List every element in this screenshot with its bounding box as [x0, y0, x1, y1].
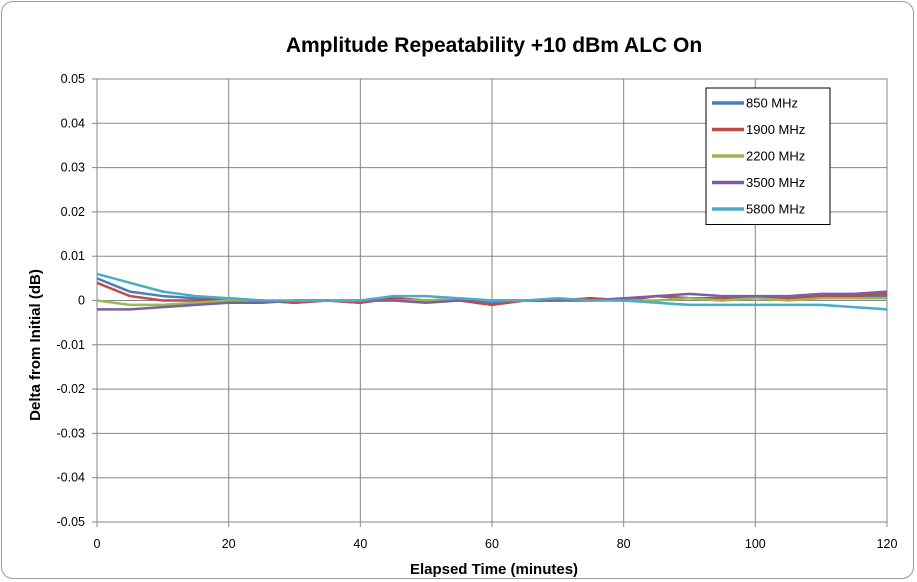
- y-tick-label: -0.04: [57, 471, 86, 485]
- x-tick-label: 60: [485, 537, 499, 551]
- y-tick-label: 0: [78, 294, 85, 308]
- y-tick-label: 0.05: [61, 72, 85, 86]
- series-line-4: [96, 272, 888, 311]
- y-tick-label: -0.03: [57, 426, 86, 440]
- y-tick-label: -0.02: [57, 382, 86, 396]
- y-tick-label: 0.02: [61, 205, 85, 219]
- y-tick-label: -0.05: [57, 515, 86, 529]
- legend-label: 1900 MHz: [746, 122, 805, 137]
- legend: 850 MHz 1900 MHz 2200 MHz 3500 MHz 5800 MHz: [705, 87, 831, 225]
- x-tick-label: 20: [222, 537, 236, 551]
- x-tick-label: 0: [94, 537, 101, 551]
- x-axis-title: Elapsed Time (minutes): [410, 561, 578, 578]
- y-tick-label: 0.03: [61, 161, 85, 175]
- x-tick-label: 40: [353, 537, 367, 551]
- y-tick-label: 0.01: [61, 249, 85, 263]
- legend-label: 2200 MHz: [746, 149, 805, 164]
- legend-label: 3500 MHz: [746, 175, 805, 190]
- y-axis-title: Delta from Initial (dB): [27, 269, 44, 421]
- legend-label: 5800 MHz: [746, 202, 805, 217]
- x-tick-label: 120: [877, 537, 898, 551]
- chart-title: Amplitude Repeatability +10 dBm ALC On: [286, 34, 702, 57]
- y-tick-label: 0.04: [61, 116, 85, 130]
- legend-label: 850 MHz: [746, 96, 798, 111]
- x-tick-label: 80: [617, 537, 631, 551]
- x-tick-label: 100: [745, 537, 766, 551]
- y-tick-label: -0.01: [57, 338, 86, 352]
